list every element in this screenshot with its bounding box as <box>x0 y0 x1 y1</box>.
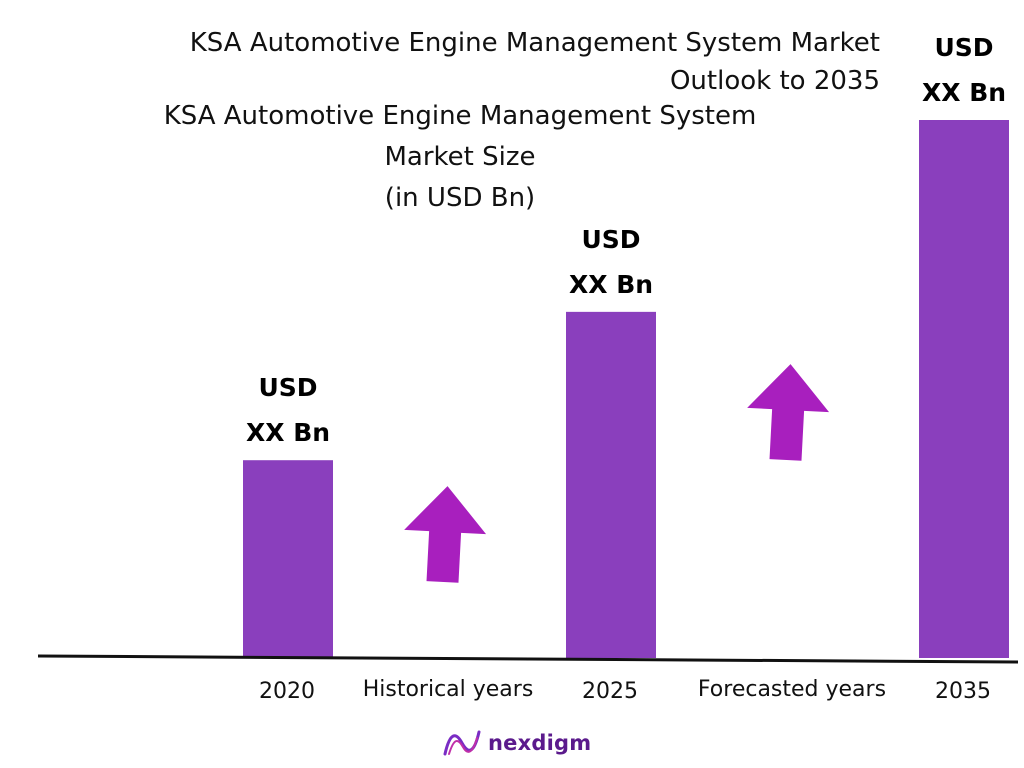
chart-subtitle-line-1: KSA Automotive Engine Management System <box>163 101 757 131</box>
x-axis-baseline <box>37 654 1019 664</box>
bar-chart: USD XX Bn USD XX Bn USD XX Bn 2020 2025 2035 His… <box>37 33 1019 704</box>
bar-2020 <box>243 460 333 658</box>
bar-2035 <box>919 120 1009 658</box>
growth-arrow-forecasted <box>747 364 830 461</box>
growth-arrow-forecasted-shape <box>747 364 830 461</box>
chart-title: KSA Automotive Engine Management System … <box>0 24 880 100</box>
x-tick-label-2035: 2035 <box>935 679 991 704</box>
growth-arrow-historical <box>404 486 487 583</box>
x-tick-label-group: 2020 2025 2035 Historical years Forecasted y… <box>259 677 991 704</box>
chart-subtitle-line-3: (in USD Bn) <box>384 183 536 213</box>
value-label-2035-line-2: XX Bn <box>922 78 1006 107</box>
chart-subtitle-line-2: Market Size <box>384 142 536 172</box>
chart-subtitle: KSA Automotive Engine Management System … <box>130 96 790 219</box>
value-label-2035-line-1: USD <box>934 33 993 62</box>
chart-title-line-2: Outlook to 2035 <box>669 66 880 96</box>
value-label-group: USD XX Bn USD XX Bn USD XX Bn <box>246 33 1006 447</box>
x-tick-label-2020: 2020 <box>259 679 315 704</box>
x-tick-label-2025: 2025 <box>582 679 638 704</box>
growth-arrow-historical-shape <box>404 486 487 583</box>
bar-2025 <box>566 311 656 658</box>
value-label-2020-line-1: USD <box>258 373 317 402</box>
value-label-2020-line-2: XX Bn <box>246 418 330 447</box>
growth-arrow-group <box>404 364 830 583</box>
value-label-2025-line-1: USD <box>581 225 640 254</box>
period-label-historical: Historical years <box>363 677 534 702</box>
bar-group <box>243 120 1009 658</box>
chart-title-line-1: KSA Automotive Engine Management System … <box>189 28 880 58</box>
nexdigm-logo: nexdigm <box>442 726 591 760</box>
nexdigm-logo-icon <box>443 730 481 756</box>
period-label-forecasted: Forecasted years <box>698 677 886 702</box>
value-label-2025-line-2: XX Bn <box>569 270 653 299</box>
logo-text: nexdigm <box>488 731 592 755</box>
